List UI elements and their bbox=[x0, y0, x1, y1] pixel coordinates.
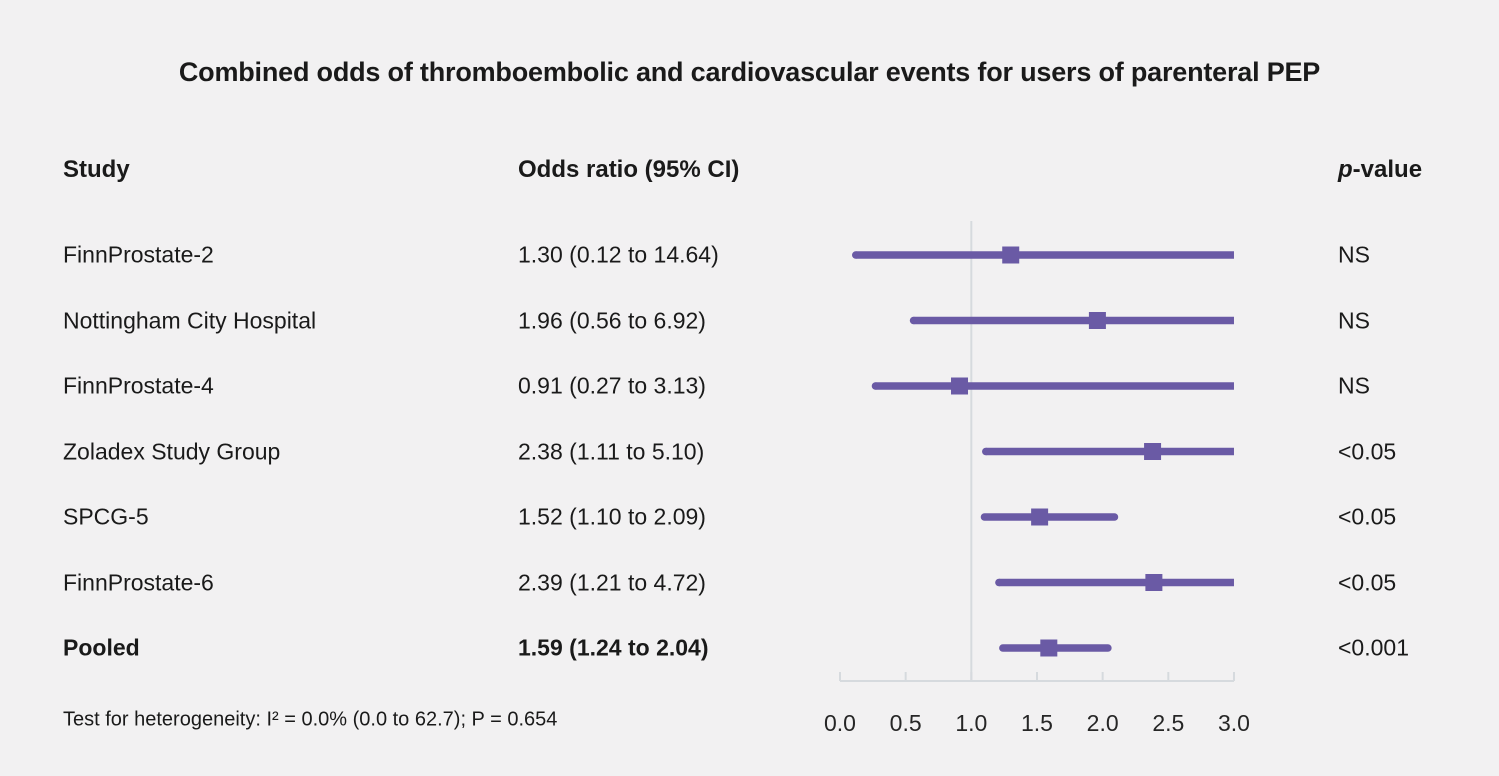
ci-line-cap bbox=[871, 382, 880, 390]
odds-ratio-value: 1.59 (1.24 to 2.04) bbox=[518, 634, 709, 661]
study-label: Pooled bbox=[63, 634, 140, 661]
odds-ratio-value: 0.91 (0.27 to 3.13) bbox=[518, 372, 706, 399]
p-value: <0.05 bbox=[1338, 569, 1397, 595]
study-label: Nottingham City Hospital bbox=[63, 307, 317, 333]
axis-tick-label: 1.0 bbox=[955, 710, 987, 736]
estimate-marker bbox=[1031, 508, 1049, 526]
estimate-marker bbox=[1002, 246, 1020, 264]
p-value: NS bbox=[1338, 307, 1370, 333]
odds-ratio-value: 1.52 (1.10 to 2.09) bbox=[518, 503, 706, 530]
odds-ratio-value: 2.39 (1.21 to 4.72) bbox=[518, 569, 706, 595]
study-label: Zoladex Study Group bbox=[63, 438, 281, 464]
axis-tick-label: 0.5 bbox=[890, 710, 922, 736]
estimate-marker bbox=[1144, 443, 1162, 460]
p-value: <0.001 bbox=[1338, 634, 1409, 661]
heterogeneity-note: Test for heterogeneity: I² = 0.0% (0.0 t… bbox=[63, 708, 558, 731]
study-label: FinnProstate-4 bbox=[63, 372, 214, 399]
odds-ratio-value: 2.38 (1.11 to 5.10) bbox=[518, 438, 705, 464]
ci-line-cap bbox=[909, 316, 918, 325]
axis-tick-label: 0.0 bbox=[824, 710, 856, 736]
column-header-p-value: p-value bbox=[1338, 158, 1422, 182]
p-value: <0.05 bbox=[1338, 503, 1397, 530]
axis-tick-label: 1.5 bbox=[1021, 710, 1053, 736]
ci-line-cap bbox=[995, 578, 1003, 587]
ci-line-cap bbox=[982, 447, 990, 456]
axis-tick-label: 2.5 bbox=[1152, 710, 1184, 736]
axis-tick-label: 2.0 bbox=[1087, 710, 1119, 736]
estimate-marker bbox=[1145, 574, 1163, 591]
odds-ratio-value: 1.96 (0.56 to 6.92) bbox=[518, 307, 706, 333]
p-value: NS bbox=[1338, 241, 1370, 268]
estimate-marker bbox=[1040, 639, 1058, 657]
ci-line-cap bbox=[852, 251, 860, 259]
p-value-suffix: -value bbox=[1352, 156, 1423, 183]
column-header-odds-ratio: Odds ratio (95% CI) bbox=[518, 156, 740, 183]
x-axis bbox=[839, 672, 1235, 682]
study-label: SPCG-5 bbox=[63, 503, 149, 530]
p-value: NS bbox=[1338, 372, 1370, 399]
column-header-study: Study bbox=[63, 156, 130, 183]
chart-title: Combined odds of thromboembolic and card… bbox=[178, 57, 1321, 87]
p-value: <0.05 bbox=[1338, 438, 1397, 464]
estimate-marker bbox=[951, 377, 969, 395]
study-label: FinnProstate-6 bbox=[63, 569, 214, 595]
odds-ratio-value: 1.30 (0.12 to 14.64) bbox=[518, 241, 719, 268]
axis-tick-label: 3.0 bbox=[1218, 710, 1250, 736]
p-italic-letter: p bbox=[1338, 156, 1353, 183]
estimate-marker bbox=[1088, 312, 1106, 329]
study-label: FinnProstate-2 bbox=[63, 241, 214, 268]
